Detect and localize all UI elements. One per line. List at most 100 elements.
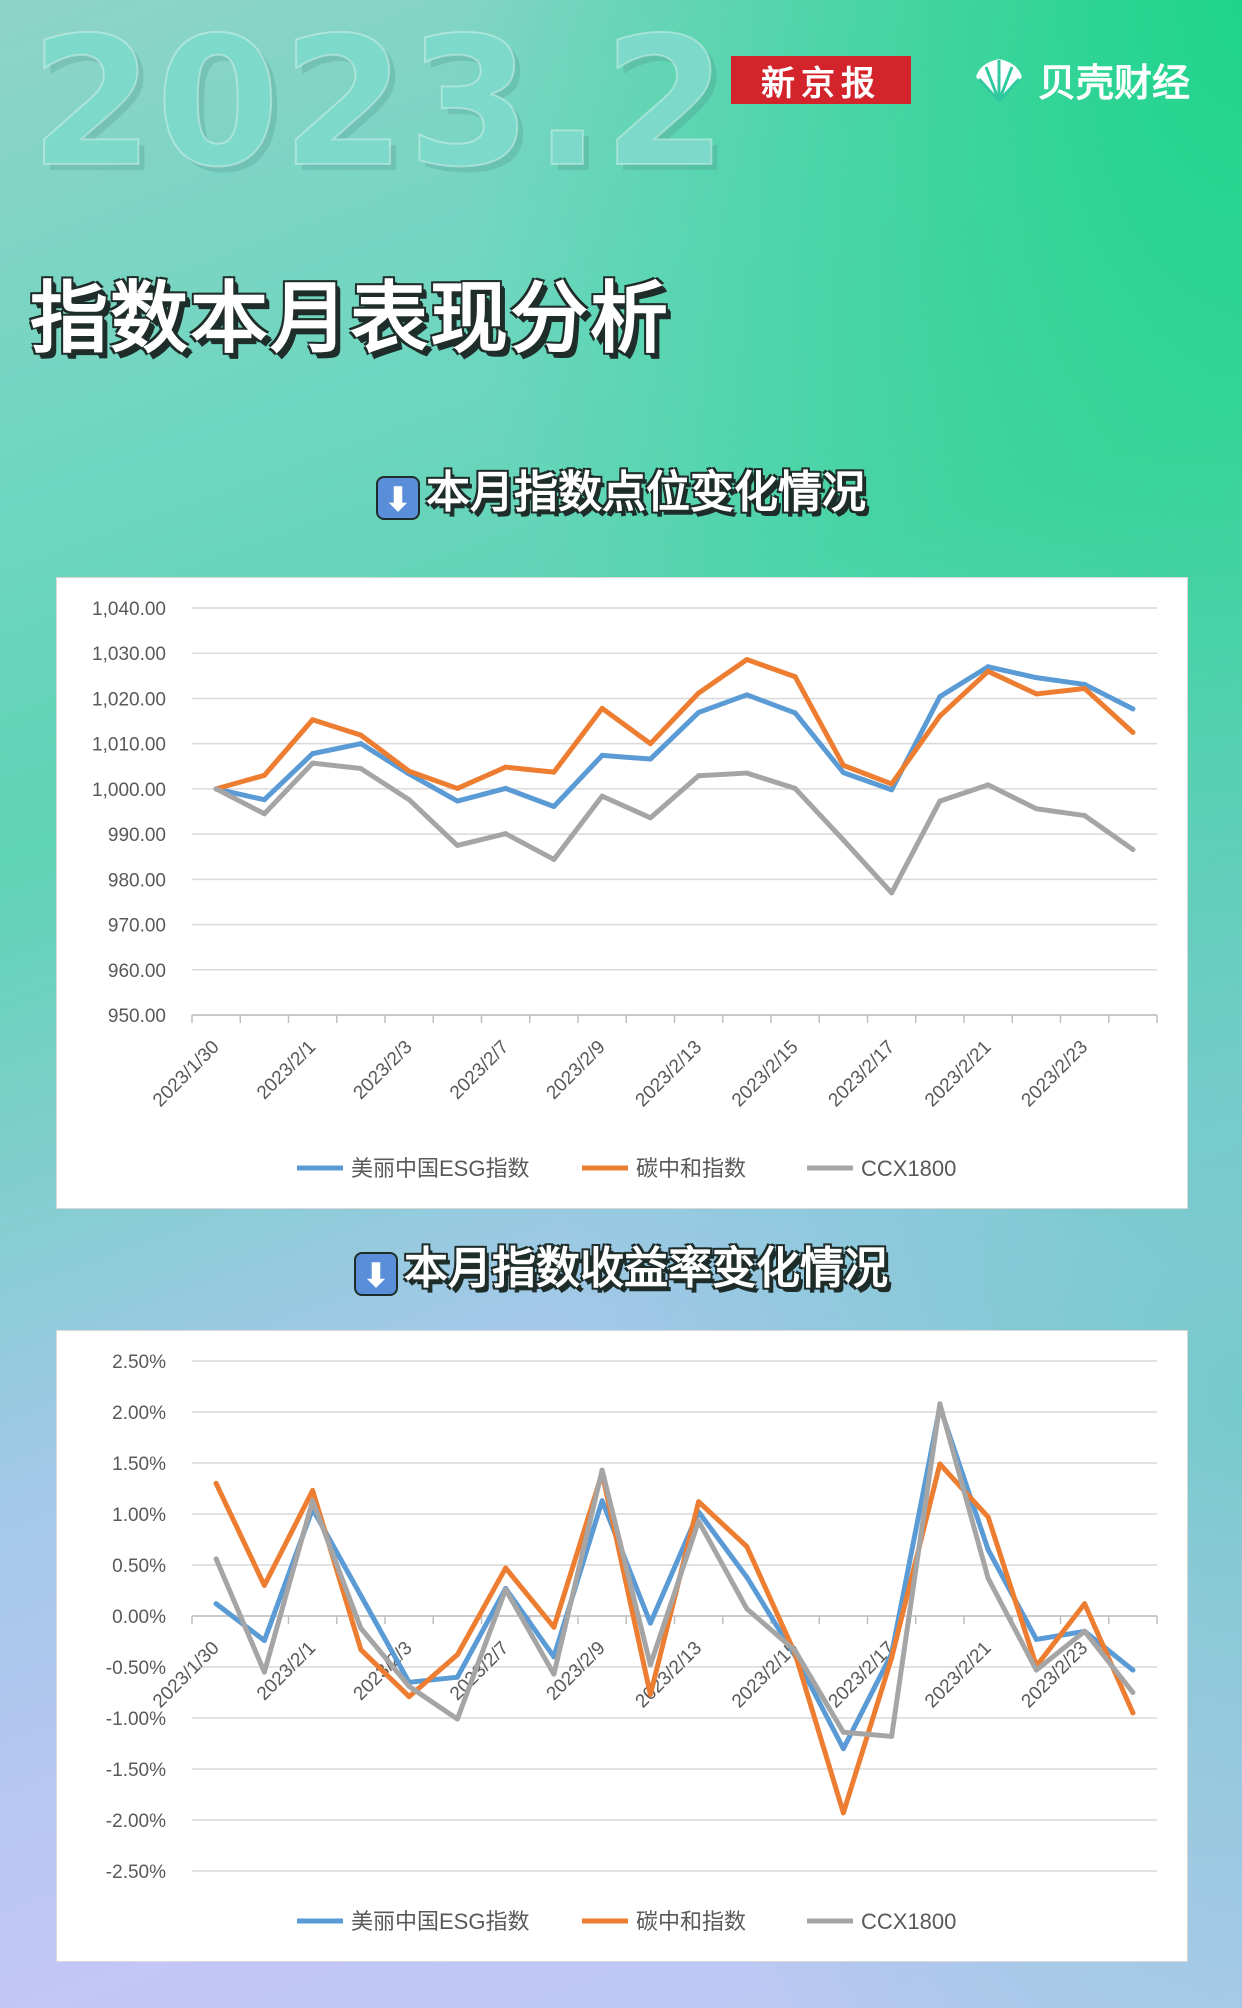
x-tick-label: 2023/2/13	[632, 1037, 707, 1112]
data-point-0	[358, 1593, 364, 1599]
y-tick-label: -1.50%	[106, 1760, 166, 1781]
data-point-1	[1082, 1601, 1088, 1607]
data-point-0	[744, 692, 750, 698]
y-tick-label: 1.50%	[112, 1454, 166, 1475]
data-point-1	[454, 785, 460, 791]
data-point-2	[358, 766, 364, 772]
chart-card-points: 950.00 960.00 970.00 980.00 990.00 1,000.00 1,…	[56, 577, 1188, 1209]
data-point-0	[503, 785, 509, 791]
data-point-1	[310, 717, 316, 723]
y-tick-label: 950.00	[108, 1006, 166, 1027]
data-point-2	[1130, 1690, 1136, 1695]
data-point-2	[647, 1662, 653, 1668]
section-title-points: ⬇ 本月指数点位变化情况	[0, 456, 1242, 520]
y-tick-label: 960.00	[108, 961, 166, 982]
data-point-0	[985, 1547, 991, 1553]
data-point-1	[985, 668, 991, 674]
x-tick-label: 2023/2/15	[728, 1037, 803, 1112]
data-point-2	[358, 1625, 364, 1631]
data-point-1	[792, 674, 798, 680]
series-line-1	[213, 657, 1136, 792]
shell-icon	[976, 58, 1022, 102]
year-watermark: 2023.2	[29, 0, 729, 206]
data-point-0	[310, 751, 316, 757]
down-arrow-icon: ⬇	[354, 1252, 398, 1296]
data-point-2	[503, 831, 509, 837]
data-point-1	[503, 1565, 509, 1571]
data-point-2	[551, 856, 557, 862]
x-tick-label: 2023/2/17	[825, 1037, 900, 1112]
x-tick-label: 2023/2/7	[446, 1638, 513, 1705]
y-tick-label: 0.50%	[112, 1556, 166, 1577]
x-tick-label: 2023/2/23	[1018, 1037, 1093, 1112]
data-point-0	[1130, 1667, 1136, 1673]
data-point-0	[985, 664, 991, 670]
returns-line-chart: -2.50% -2.00% -1.50% -1.00% -0.50% 0.00% 0.50%…	[106, 1352, 1158, 1934]
data-point-1	[551, 1624, 557, 1630]
data-point-2	[889, 1733, 895, 1739]
y-tick-label: 1,000.00	[92, 780, 166, 801]
data-point-2	[1082, 813, 1088, 819]
data-point-1	[647, 1692, 653, 1698]
y-tick-label: 1,030.00	[92, 644, 166, 665]
data-point-2	[1082, 1628, 1088, 1634]
data-point-0	[1033, 675, 1039, 681]
y-tick-label: -0.50%	[106, 1658, 166, 1679]
data-point-2	[310, 760, 316, 766]
series-line-0	[213, 664, 1136, 810]
data-point-0	[1033, 1636, 1039, 1642]
legend-label-1: 碳中和指数	[636, 1156, 746, 1181]
data-point-2	[696, 773, 702, 779]
data-point-2	[1130, 846, 1136, 852]
data-point-0	[647, 1620, 653, 1626]
x-tick-label: 2023/2/9	[543, 1037, 610, 1104]
data-point-1	[406, 768, 412, 774]
data-point-2	[503, 1586, 509, 1592]
data-point-1	[1130, 729, 1136, 735]
data-point-2	[213, 786, 219, 792]
y-tick-label: 970.00	[108, 916, 166, 937]
data-point-1	[889, 781, 895, 787]
legend-label-2: CCX1800	[861, 1156, 956, 1181]
y-tick-label: 2.00%	[112, 1403, 166, 1424]
data-point-2	[744, 1606, 750, 1612]
data-point-0	[937, 694, 943, 700]
x-tick-label: 2023/2/3	[350, 1037, 417, 1104]
data-point-0	[358, 741, 364, 747]
data-point-1	[551, 769, 557, 775]
data-point-1	[889, 1655, 895, 1661]
chart-card-returns: -2.50% -2.00% -1.50% -1.00% -0.50% 0.00% 0.50%…	[56, 1330, 1188, 1962]
y-tick-label: 1,020.00	[92, 689, 166, 710]
x-tick-label: 2023/2/21	[921, 1638, 996, 1713]
data-point-2	[261, 1669, 267, 1675]
y-tick-label: -2.50%	[106, 1862, 166, 1883]
data-point-0	[744, 1574, 750, 1580]
data-point-1	[840, 762, 846, 768]
legend-label-2: CCX1800	[861, 1909, 956, 1934]
series-line-1	[213, 1461, 1136, 1816]
data-point-2	[261, 811, 267, 817]
data-point-2	[840, 1729, 846, 1735]
beike-finance-logo: 贝壳财经	[970, 52, 1190, 107]
data-point-1	[744, 1544, 750, 1550]
data-point-0	[599, 1498, 605, 1504]
data-point-1	[647, 741, 653, 747]
data-point-1	[310, 1488, 316, 1494]
data-point-0	[261, 1637, 267, 1643]
data-point-0	[792, 710, 798, 716]
series-line-0	[213, 1404, 1136, 1752]
data-point-2	[213, 1556, 219, 1562]
data-point-1	[937, 713, 943, 719]
data-point-1	[937, 1461, 943, 1467]
data-point-0	[1130, 706, 1136, 712]
data-point-2	[599, 793, 605, 799]
data-point-2	[792, 785, 798, 791]
points-line-chart: 950.00 960.00 970.00 980.00 990.00 1,000.00 1,…	[92, 599, 1158, 1181]
data-point-1	[454, 1652, 460, 1658]
y-tick-label: 980.00	[108, 870, 166, 891]
series-line-2	[213, 760, 1136, 896]
data-point-2	[840, 837, 846, 843]
y-tick-label: 1.00%	[112, 1505, 166, 1526]
data-point-1	[696, 1499, 702, 1505]
legend-label-0: 美丽中国ESG指数	[351, 1156, 529, 1181]
